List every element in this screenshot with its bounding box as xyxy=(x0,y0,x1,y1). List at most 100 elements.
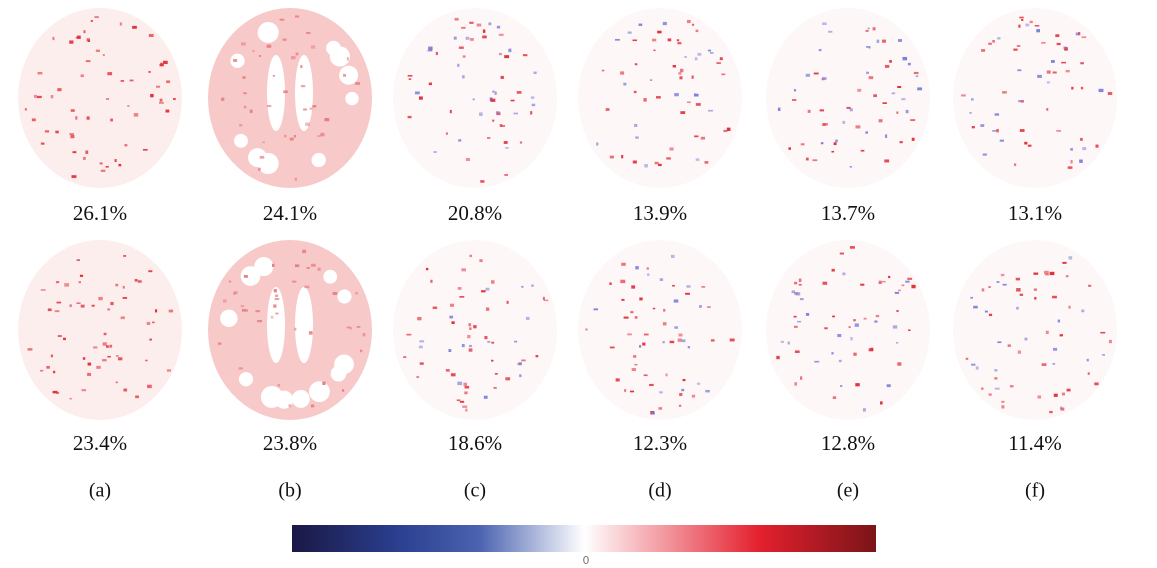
speckle xyxy=(1053,363,1056,365)
speckle xyxy=(32,118,36,121)
speckle xyxy=(250,110,253,113)
speckle xyxy=(486,307,489,310)
sulcus xyxy=(328,43,341,56)
speckle xyxy=(1081,310,1084,313)
speckle xyxy=(906,110,909,113)
speckle xyxy=(312,105,316,107)
speckle xyxy=(853,319,856,321)
speckle xyxy=(406,334,411,336)
speckle xyxy=(821,142,824,144)
speckle xyxy=(40,370,43,372)
speckle xyxy=(1013,49,1017,51)
speckle xyxy=(120,22,122,25)
speckle xyxy=(448,349,451,352)
speckle xyxy=(701,286,705,288)
speckle xyxy=(814,361,819,363)
speckle xyxy=(118,164,121,166)
speckle xyxy=(1002,91,1007,93)
speckle xyxy=(610,347,615,349)
speckle xyxy=(69,304,71,307)
speckle xyxy=(513,113,518,115)
speckle xyxy=(127,105,129,107)
speckle xyxy=(519,362,522,365)
brain-image xyxy=(766,8,930,188)
speckle xyxy=(620,280,625,283)
speckle xyxy=(884,159,889,162)
speckle xyxy=(708,110,713,112)
speckle xyxy=(847,107,851,109)
speckle xyxy=(81,305,85,308)
speckle xyxy=(278,384,280,386)
speckle xyxy=(267,105,272,107)
speckle xyxy=(850,246,855,249)
speckle xyxy=(887,384,891,387)
speckle xyxy=(687,20,691,23)
speckle xyxy=(501,76,504,79)
speckle xyxy=(56,302,61,304)
speckle xyxy=(639,345,641,348)
speckle xyxy=(677,42,681,44)
speckle xyxy=(1055,34,1059,37)
speckle xyxy=(688,346,690,348)
speckle xyxy=(83,30,85,33)
speckle xyxy=(495,92,497,95)
speckle xyxy=(459,296,464,298)
speckle xyxy=(794,316,797,318)
speckle xyxy=(449,316,453,319)
speckle xyxy=(678,338,682,341)
speckle xyxy=(63,338,66,340)
speckle xyxy=(96,366,100,369)
speckle xyxy=(1063,46,1066,49)
speckle xyxy=(110,302,113,305)
speckle xyxy=(680,111,685,114)
speckle xyxy=(320,133,324,136)
speckle xyxy=(696,103,701,106)
speckle xyxy=(997,37,1000,39)
speckle xyxy=(41,289,46,291)
speckle xyxy=(462,406,467,408)
speckle xyxy=(1088,372,1090,375)
speckle xyxy=(496,111,500,114)
speckle xyxy=(457,64,459,67)
speckle xyxy=(159,102,164,104)
speckle xyxy=(1018,25,1020,28)
speckle xyxy=(81,74,84,77)
speckle xyxy=(408,75,413,77)
sulcus xyxy=(220,310,237,327)
speckle xyxy=(530,111,532,114)
speckle xyxy=(87,116,90,119)
speckle xyxy=(233,59,237,62)
speckle xyxy=(495,373,498,375)
speckle xyxy=(267,45,272,48)
speckle xyxy=(730,338,735,341)
speckle xyxy=(795,350,800,352)
speckle xyxy=(41,143,45,145)
speckle xyxy=(116,355,119,357)
speckle xyxy=(150,94,153,97)
speckle xyxy=(492,120,494,122)
speckle xyxy=(797,321,801,323)
speckle xyxy=(892,92,895,94)
speckle xyxy=(255,310,260,312)
speckle xyxy=(28,348,33,350)
speckle xyxy=(832,316,835,318)
speckle xyxy=(677,39,679,41)
speckle xyxy=(902,284,905,286)
speckle xyxy=(692,395,695,398)
speckle xyxy=(680,69,684,72)
speckle xyxy=(506,301,508,304)
speckle xyxy=(519,374,521,377)
speckle xyxy=(284,135,286,137)
speckle xyxy=(77,36,81,39)
speckle xyxy=(415,91,420,94)
speckle xyxy=(861,150,865,152)
speckle xyxy=(897,86,901,88)
speckle xyxy=(632,40,637,42)
speckle xyxy=(218,342,221,344)
speckle xyxy=(505,147,509,149)
brain-image xyxy=(578,240,742,420)
brain-outline xyxy=(766,8,930,188)
speckle xyxy=(123,389,127,392)
speckle xyxy=(155,309,157,312)
speckle xyxy=(679,334,683,337)
